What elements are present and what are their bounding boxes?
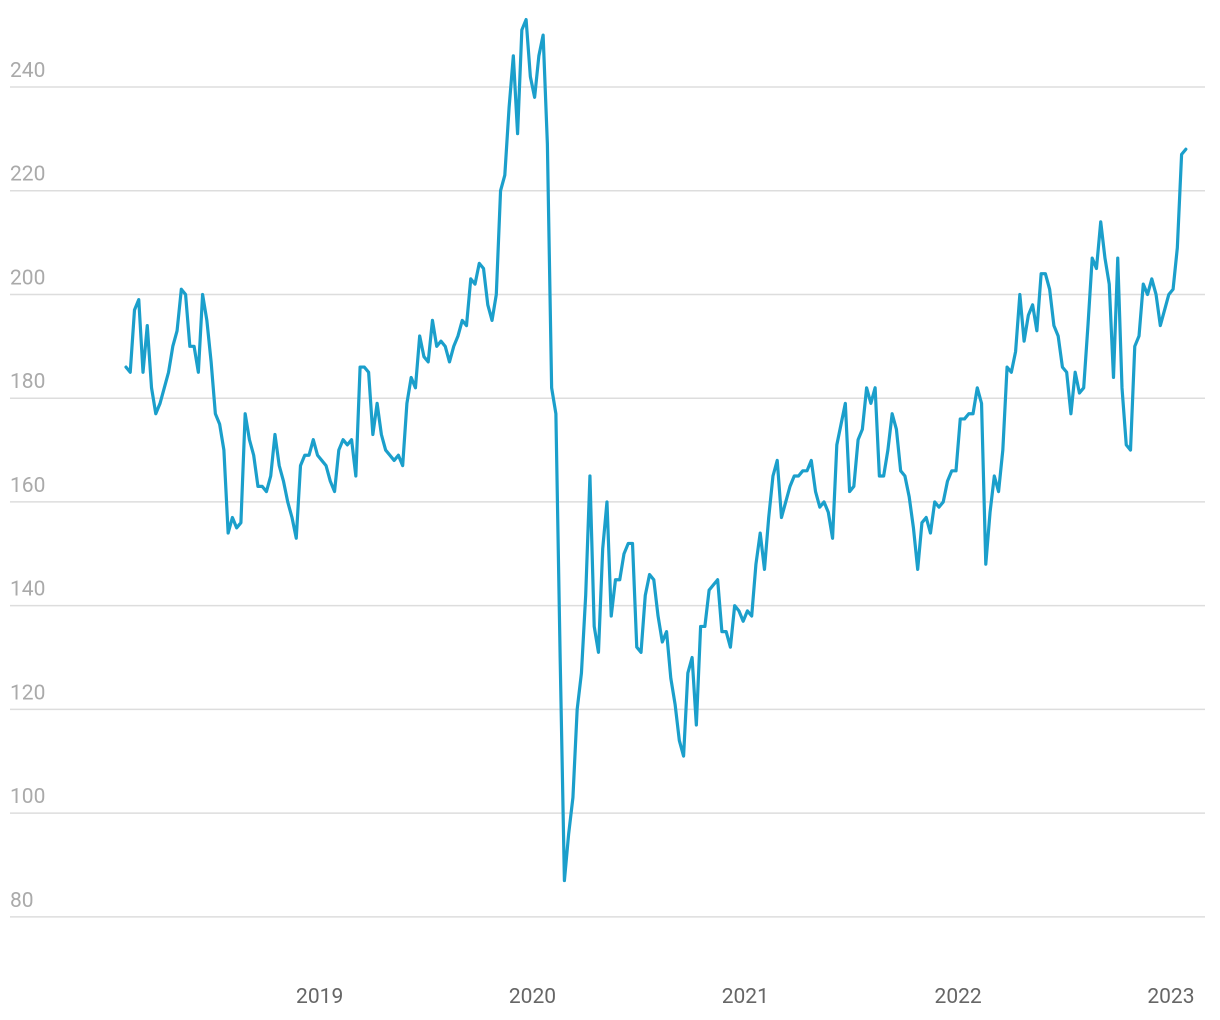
x-tick-label: 2019 <box>296 985 343 1009</box>
y-tick-label: 80 <box>10 889 34 913</box>
y-tick-label: 140 <box>10 578 45 602</box>
y-tick-label: 240 <box>10 59 45 83</box>
x-tick-label: 2020 <box>509 985 556 1009</box>
x-tick-label: 2023 <box>1147 985 1194 1009</box>
y-tick-label: 120 <box>10 681 45 705</box>
y-tick-label: 220 <box>10 163 45 187</box>
line-series <box>124 17 1188 883</box>
x-tick-label: 2021 <box>722 985 769 1009</box>
y-tick-label: 180 <box>10 370 45 394</box>
y-tick-label: 100 <box>10 785 45 809</box>
x-tick-label: 2022 <box>935 985 982 1009</box>
y-tick-label: 200 <box>10 266 45 290</box>
y-tick-label: 160 <box>10 474 45 498</box>
